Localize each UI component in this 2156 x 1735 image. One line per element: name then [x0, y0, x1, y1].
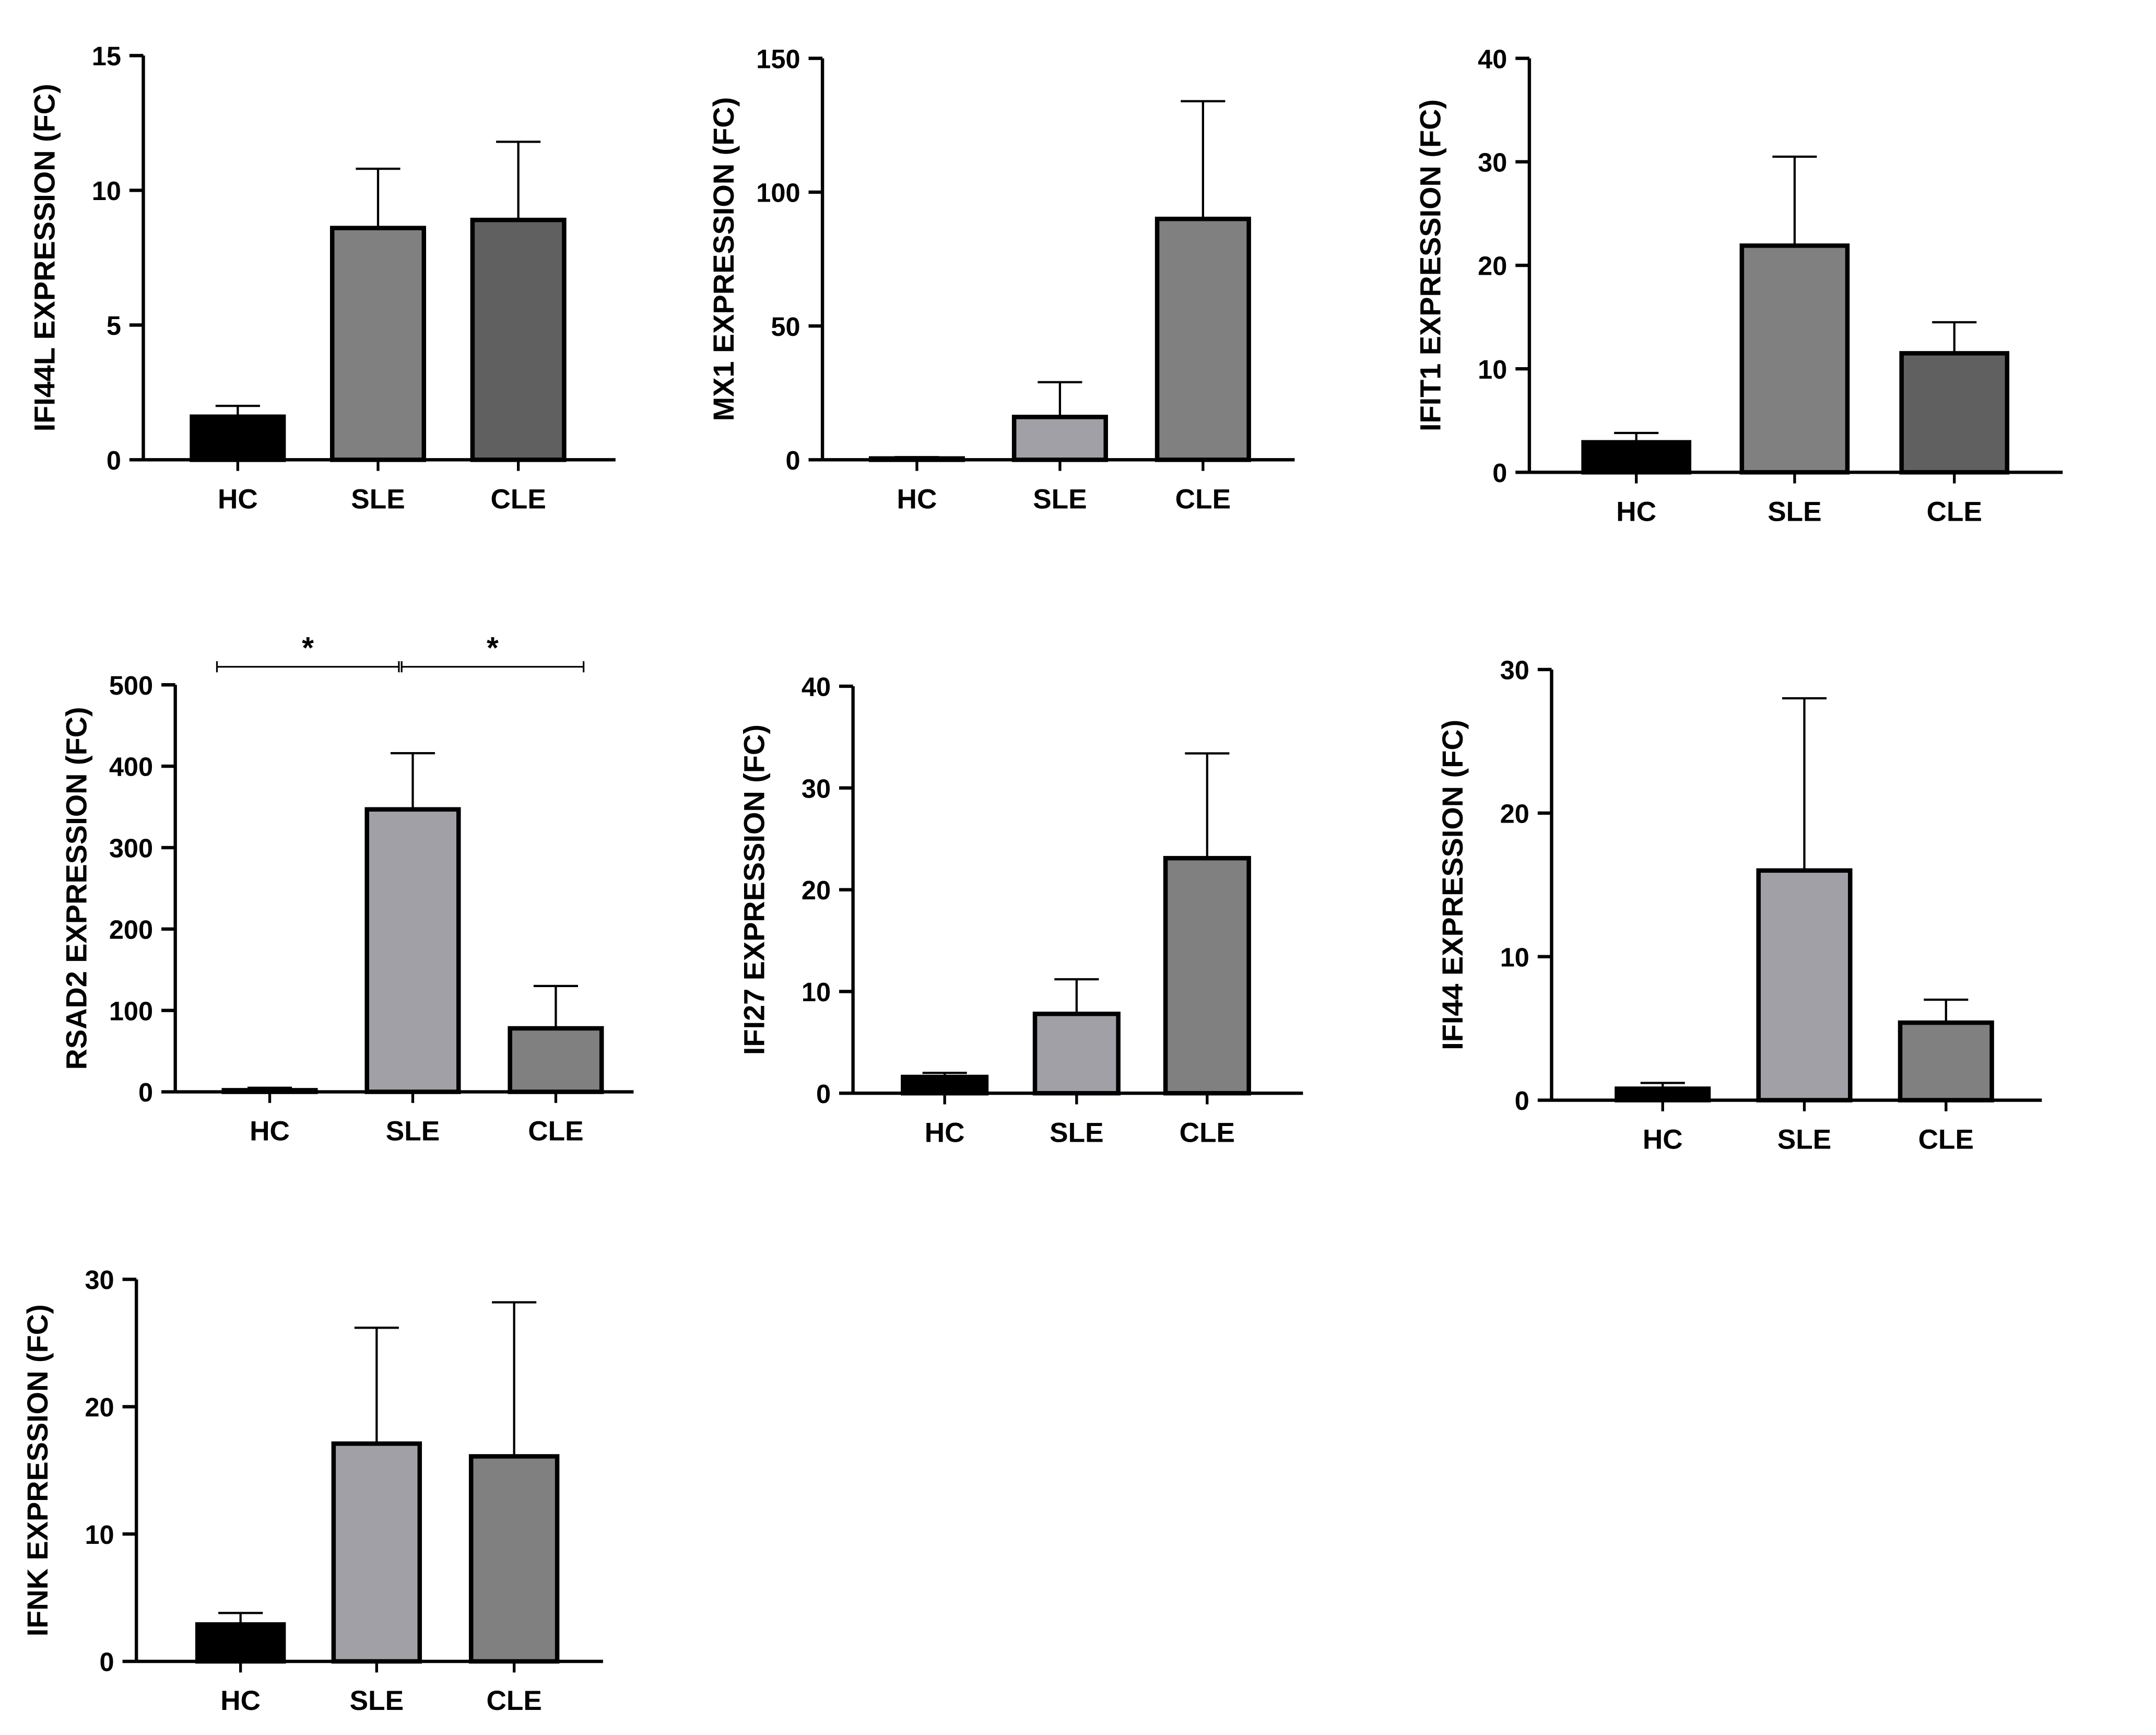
bar-hc: [901, 1074, 989, 1096]
chart-panel-ifi44l: HC SLE CLE 0 5 10 15 IFI44L EXPRESSION (FC): [28, 41, 616, 514]
y-tick-label: 30: [1478, 147, 1507, 177]
y-tick-label: 100: [756, 178, 800, 208]
chart-panel-rsad2: HC SLE CLE 0 100 200 300 400 500 RSAD2 EXPRESSION…: [60, 631, 634, 1147]
y-tick-label: 0: [100, 1647, 114, 1677]
chart-panel-ifit1: HC SLE CLE 0 10 20 30 40 IFIT1 EXPRESSION (FC): [1414, 44, 2063, 527]
bar-sle: [1032, 1011, 1121, 1096]
bar-cle: [470, 217, 567, 462]
bar-sle: [364, 807, 461, 1094]
y-axis-label: IFI44L EXPRESSION (FC): [28, 84, 61, 431]
x-tick-label: SLE: [1777, 1124, 1831, 1155]
x-tick-label: HC: [897, 484, 937, 514]
y-tick-label: 10: [85, 1520, 114, 1550]
y-tick-label: 0: [1515, 1086, 1529, 1116]
y-tick-label: 0: [816, 1079, 831, 1109]
y-tick-label: 0: [107, 446, 121, 475]
chart-panel-mx1: HC SLE CLE 0 50 100 150 MX1 EXPRESSION (FC): [707, 44, 1295, 514]
y-tick-label: 150: [756, 44, 800, 74]
bar-sle: [1011, 415, 1108, 462]
bar-sle: [1739, 243, 1850, 475]
y-tick-label: 10: [1500, 942, 1529, 972]
y-tick-label: 200: [109, 915, 153, 944]
y-tick-label: 100: [109, 996, 153, 1026]
y-tick-label: 40: [1478, 44, 1507, 74]
x-tick-label: CLE: [1175, 484, 1231, 514]
x-tick-label: HC: [218, 484, 258, 514]
y-axis-label: RSAD2 EXPRESSION (FC): [60, 707, 92, 1070]
x-tick-label: SLE: [386, 1116, 440, 1147]
bar-cle: [1899, 351, 2010, 475]
x-tick-label: HC: [1616, 496, 1656, 527]
x-tick-label: CLE: [1918, 1124, 1974, 1155]
y-tick-label: 0: [1492, 458, 1507, 488]
x-tick-label: HC: [220, 1685, 261, 1716]
bar-sle: [1756, 868, 1853, 1103]
x-tick-label: HC: [250, 1116, 290, 1147]
y-tick-label: 40: [802, 672, 831, 702]
bar-hc: [195, 1622, 286, 1664]
bar-hc: [190, 414, 286, 462]
x-tick-label: CLE: [490, 484, 546, 514]
x-tick-label: SLE: [1050, 1117, 1103, 1148]
y-tick-label: 20: [85, 1392, 114, 1422]
y-tick-label: 30: [1500, 655, 1529, 685]
y-tick-label: 50: [771, 312, 800, 342]
y-tick-label: 0: [138, 1077, 153, 1107]
significance-label: *: [302, 631, 314, 665]
x-tick-label: CLE: [1927, 496, 1982, 527]
bar-cle: [1154, 216, 1251, 462]
y-tick-label: 5: [107, 311, 121, 341]
y-tick-label: 20: [1500, 799, 1529, 828]
x-tick-label: HC: [1643, 1124, 1683, 1155]
y-axis-label: IFIT1 EXPRESSION (FC): [1414, 99, 1447, 431]
bar-sle: [329, 226, 427, 462]
x-tick-label: HC: [925, 1117, 965, 1148]
y-tick-label: 10: [92, 176, 121, 206]
bar-cle: [1898, 1020, 1994, 1103]
chart-panel-ifnk: HC SLE CLE 0 10 20 30 IFNK EXPRESSION (FC): [21, 1265, 603, 1716]
chart-panel-ifi44: HC SLE CLE 0 10 20 30 IFI44 EXPRESSION (FC): [1436, 655, 2042, 1155]
bar-cle: [1163, 855, 1251, 1096]
y-tick-label: 30: [85, 1265, 114, 1295]
y-tick-label: 30: [802, 773, 831, 803]
y-tick-label: 400: [109, 752, 153, 782]
y-tick-label: 20: [802, 875, 831, 905]
x-tick-label: CLE: [1180, 1117, 1235, 1148]
y-tick-label: 20: [1478, 251, 1507, 281]
bar-hc: [1615, 1086, 1711, 1103]
y-tick-label: 10: [802, 977, 831, 1007]
bar-sle: [331, 1441, 422, 1664]
x-tick-label: CLE: [528, 1116, 583, 1147]
y-tick-label: 10: [1478, 355, 1507, 384]
y-tick-label: 300: [109, 834, 153, 863]
y-tick-label: 0: [785, 446, 800, 475]
bar-cle: [468, 1454, 560, 1664]
x-tick-label: SLE: [350, 1685, 404, 1716]
x-tick-label: SLE: [351, 484, 405, 514]
y-axis-label: MX1 EXPRESSION (FC): [707, 97, 740, 421]
y-axis-label: IFI27 EXPRESSION (FC): [737, 724, 770, 1055]
x-tick-label: SLE: [1768, 496, 1821, 527]
significance-label: *: [487, 631, 499, 665]
bar-hc: [1581, 440, 1692, 475]
y-tick-label: 500: [109, 671, 153, 700]
bar-cle: [508, 1026, 604, 1094]
x-tick-label: SLE: [1033, 484, 1087, 514]
y-axis-label: IFNK EXPRESSION (FC): [21, 1304, 54, 1636]
x-tick-label: CLE: [486, 1685, 541, 1716]
y-tick-label: 15: [92, 41, 121, 71]
chart-panel-ifi27: HC SLE CLE 0 10 20 30 40 IFI27 EXPRESSION (FC): [737, 672, 1303, 1148]
y-axis-label: IFI44 EXPRESSION (FC): [1436, 720, 1469, 1050]
